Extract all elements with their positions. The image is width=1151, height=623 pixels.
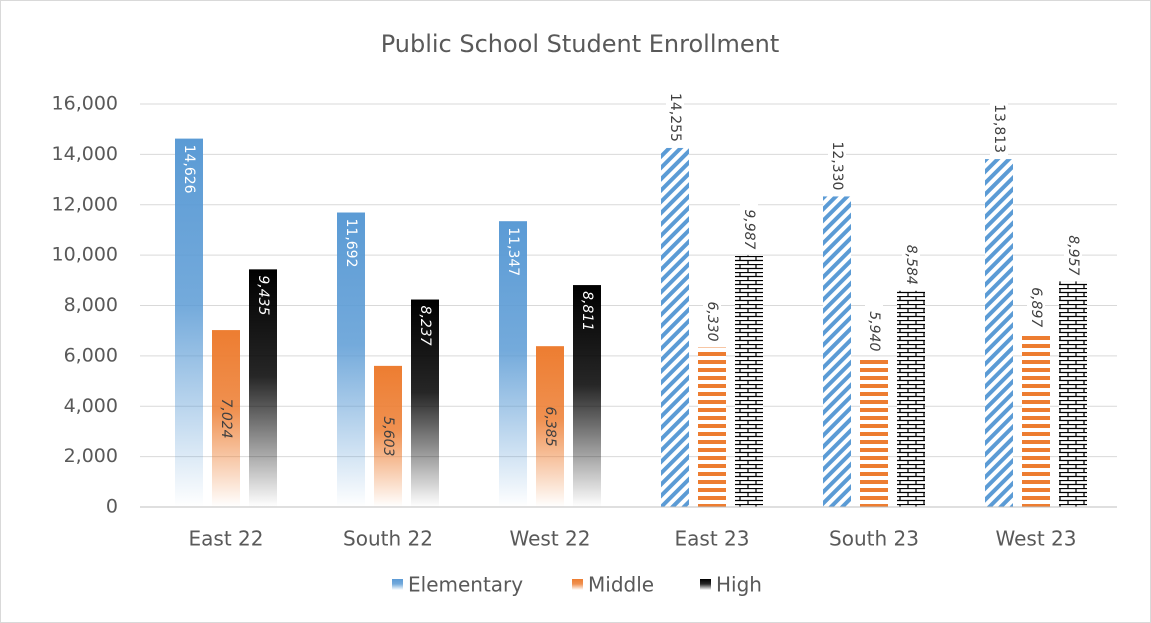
bar bbox=[698, 347, 726, 507]
data-label: 5,603 bbox=[380, 416, 396, 456]
data-label: 8,237 bbox=[417, 306, 433, 346]
data-label: 9,435 bbox=[255, 275, 271, 315]
bar bbox=[897, 290, 925, 507]
label-bg bbox=[902, 228, 920, 287]
label-bg bbox=[1027, 271, 1045, 330]
data-label: 8,811 bbox=[579, 291, 595, 331]
legend-label: Middle bbox=[588, 573, 654, 597]
y-tick-label: 4,000 bbox=[64, 395, 118, 417]
y-tick-label: 14,000 bbox=[52, 143, 118, 165]
y-tick-label: 2,000 bbox=[64, 445, 118, 467]
x-tick-label: South 22 bbox=[343, 527, 433, 551]
bar bbox=[536, 346, 564, 507]
legend-swatch bbox=[392, 579, 403, 590]
data-label: 13,813 bbox=[991, 104, 1007, 153]
y-tick-label: 8,000 bbox=[64, 294, 118, 316]
bar bbox=[499, 221, 527, 507]
data-label: 14,255 bbox=[667, 93, 683, 142]
y-tick-label: 6,000 bbox=[64, 344, 118, 366]
bar bbox=[337, 212, 365, 507]
x-tick-label: East 23 bbox=[675, 527, 750, 551]
x-tick-label: West 23 bbox=[996, 527, 1077, 551]
legend-label: High bbox=[716, 573, 762, 597]
bar bbox=[985, 159, 1013, 507]
y-tick-label: 12,000 bbox=[52, 193, 118, 215]
label-bg bbox=[703, 285, 721, 344]
data-label: 8,957 bbox=[1065, 235, 1081, 275]
data-label: 6,385 bbox=[542, 407, 558, 447]
bar bbox=[212, 330, 240, 507]
bar bbox=[411, 299, 439, 507]
label-bg bbox=[865, 295, 883, 354]
label-bg bbox=[666, 85, 684, 144]
data-label: 8,584 bbox=[903, 245, 919, 285]
data-label: 6,330 bbox=[704, 301, 720, 341]
label-bg bbox=[828, 134, 846, 193]
bar bbox=[860, 357, 888, 507]
legend-swatch bbox=[700, 579, 711, 590]
bar bbox=[175, 138, 203, 508]
y-tick-label: 16,000 bbox=[52, 93, 118, 115]
data-label: 12,330 bbox=[829, 141, 845, 190]
y-tick-label: 0 bbox=[106, 496, 118, 518]
data-label: 9,987 bbox=[741, 209, 757, 249]
y-tick-label: 10,000 bbox=[52, 244, 118, 266]
bar bbox=[374, 365, 402, 507]
legend-swatch bbox=[572, 579, 583, 590]
data-label: 14,626 bbox=[181, 145, 197, 194]
bar bbox=[661, 147, 689, 507]
data-label: 7,024 bbox=[218, 398, 234, 438]
bar bbox=[1022, 333, 1050, 507]
label-bg bbox=[1064, 219, 1082, 278]
bar bbox=[823, 196, 851, 508]
data-label: 11,692 bbox=[343, 219, 359, 268]
bar bbox=[1059, 281, 1087, 507]
bar bbox=[573, 285, 601, 507]
x-tick-label: South 23 bbox=[829, 527, 919, 551]
bar bbox=[735, 255, 763, 507]
x-tick-label: East 22 bbox=[189, 527, 264, 551]
data-label: 5,940 bbox=[866, 311, 882, 351]
label-bg bbox=[990, 97, 1008, 156]
x-tick-label: West 22 bbox=[510, 527, 591, 551]
data-label: 6,897 bbox=[1028, 287, 1044, 327]
legend-label: Elementary bbox=[408, 573, 523, 597]
chart-title: Public School Student Enrollment bbox=[381, 30, 780, 58]
bar bbox=[249, 269, 277, 507]
label-bg bbox=[740, 193, 758, 252]
data-label: 11,347 bbox=[505, 227, 521, 276]
